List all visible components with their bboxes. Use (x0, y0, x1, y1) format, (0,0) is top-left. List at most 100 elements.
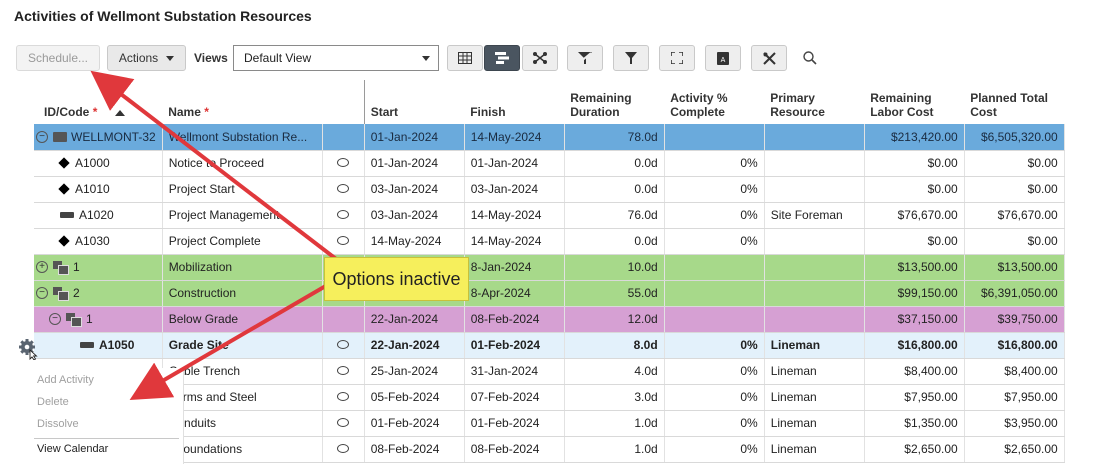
table-view-button[interactable] (447, 45, 483, 71)
cell-activity-pct[interactable] (664, 124, 765, 151)
cell-primary-resource[interactable]: Lineman (764, 410, 865, 437)
menu-item-add-activity[interactable]: Add Activity (37, 374, 94, 386)
cell-primary-resource[interactable] (764, 280, 865, 307)
cell-activity-pct[interactable]: 0% (664, 384, 765, 411)
cell-notes[interactable] (322, 176, 365, 203)
cell-activity-pct[interactable] (664, 280, 765, 307)
collapse-icon[interactable]: − (36, 130, 48, 143)
cell-activity-pct[interactable]: 0% (664, 228, 765, 255)
cell-name[interactable]: r Foundations (162, 436, 323, 463)
cell-planned-total[interactable]: $13,500.00 (964, 254, 1065, 281)
cell-remaining-duration[interactable]: 1.0d (564, 410, 665, 437)
cell-id[interactable]: A1050 (34, 332, 163, 359)
comment-icon[interactable] (337, 444, 350, 453)
cell-remaining-duration[interactable]: 10.0d (564, 254, 665, 281)
cell-notes[interactable] (322, 436, 365, 463)
cell-remaining-labor[interactable]: $99,150.00 (864, 280, 965, 307)
comment-icon[interactable] (337, 158, 350, 167)
cell-start[interactable]: 14-May-2024 (363, 228, 465, 255)
cell-notes[interactable] (322, 202, 365, 229)
cell-finish[interactable]: 01-Jan-2024 (464, 150, 565, 177)
cell-name[interactable]: Project Management (162, 202, 323, 229)
cell-primary-resource[interactable]: Lineman (764, 358, 865, 385)
cell-primary-resource[interactable]: Lineman (764, 436, 865, 463)
cell-remaining-duration[interactable]: 78.0d (564, 124, 665, 151)
cell-remaining-labor[interactable]: $16,800.00 (864, 332, 965, 359)
expand-button[interactable] (659, 45, 695, 71)
cell-name[interactable]: Construction (162, 280, 323, 307)
cell-id[interactable]: +1 (34, 254, 163, 281)
cell-finish[interactable]: 14-May-2024 (464, 228, 565, 255)
cell-start[interactable]: 01-Jan-2024 (363, 124, 465, 151)
table-row[interactable]: −1 Below Grade 22-Jan-2024 08-Feb-2024 12.0d… (34, 306, 1065, 333)
expand-icon[interactable]: + (36, 261, 48, 273)
cell-activity-pct[interactable]: 0% (664, 410, 765, 437)
cell-finish[interactable]: 14-May-2024 (464, 202, 565, 229)
comment-icon[interactable] (337, 366, 350, 375)
cell-finish[interactable]: 14-May-2024 (464, 124, 565, 151)
col-planned-total-header[interactable]: Planned Total Cost (964, 80, 1065, 124)
cell-remaining-duration[interactable]: 0.0d (564, 176, 665, 203)
cell-id[interactable]: −1 (34, 306, 163, 333)
cell-notes[interactable] (322, 410, 365, 437)
cell-planned-total[interactable]: $39,750.00 (964, 306, 1065, 333)
cell-start[interactable]: 01-Feb-2024 (363, 410, 465, 437)
col-name-header[interactable]: Name * (162, 80, 323, 124)
cell-remaining-labor[interactable]: $1,350.00 (864, 410, 965, 437)
cell-primary-resource[interactable] (764, 176, 865, 203)
cell-notes[interactable] (322, 384, 365, 411)
cell-remaining-labor[interactable]: $213,420.00 (864, 124, 965, 151)
cell-remaining-duration[interactable]: 3.0d (564, 384, 665, 411)
cell-name[interactable]: Conduits (162, 410, 323, 437)
cell-primary-resource[interactable] (764, 306, 865, 333)
cell-notes[interactable] (322, 150, 365, 177)
cell-start[interactable]: 25-Jan-2024 (363, 358, 465, 385)
cell-name[interactable]: Mobilization (162, 254, 323, 281)
comment-icon[interactable] (337, 418, 350, 427)
cell-remaining-duration[interactable]: 12.0d (564, 306, 665, 333)
cell-remaining-labor[interactable]: $2,650.00 (864, 436, 965, 463)
schedule-button[interactable]: Schedule... (16, 45, 100, 71)
cell-notes[interactable] (322, 228, 365, 255)
cell-remaining-duration[interactable]: 1.0d (564, 436, 665, 463)
network-view-button[interactable] (522, 45, 558, 71)
comment-icon[interactable] (337, 210, 350, 219)
cell-primary-resource[interactable] (764, 254, 865, 281)
table-row[interactable]: − WELLMONT-32 Wellmont Substation Re... 01-… (34, 124, 1065, 151)
cell-remaining-labor[interactable]: $76,670.00 (864, 202, 965, 229)
actions-button[interactable]: Actions (107, 45, 186, 71)
cell-name[interactable]: Below Grade (162, 306, 323, 333)
collapse-icon[interactable]: − (36, 287, 48, 299)
cell-planned-total[interactable]: $0.00 (964, 228, 1065, 255)
cell-finish[interactable]: 08-Feb-2024 (464, 306, 565, 333)
cell-notes[interactable] (322, 358, 365, 385)
clear-filter-button[interactable] (567, 45, 603, 71)
cell-planned-total[interactable]: $0.00 (964, 176, 1065, 203)
cell-remaining-duration[interactable]: 8.0d (564, 332, 665, 359)
cell-name[interactable]: Project Start (162, 176, 323, 203)
comment-icon[interactable] (337, 340, 350, 349)
table-row[interactable]: r Foundations 08-Feb-2024 08-Feb-2024 1.0d 0… (34, 436, 1065, 463)
cell-planned-total[interactable]: $8,400.00 (964, 358, 1065, 385)
comment-icon[interactable] (337, 392, 350, 401)
cell-planned-total[interactable]: $7,950.00 (964, 384, 1065, 411)
table-row[interactable]: A1010 Project Start 03-Jan-2024 03-Jan-2024… (34, 176, 1065, 203)
cell-remaining-labor[interactable]: $37,150.00 (864, 306, 965, 333)
cell-remaining-labor[interactable]: $0.00 (864, 150, 965, 177)
cell-finish[interactable]: 31-Jan-2024 (464, 358, 565, 385)
search-icon[interactable] (803, 51, 817, 65)
cell-remaining-duration[interactable]: 76.0d (564, 202, 665, 229)
col-id-header[interactable]: ID/Code * (34, 80, 163, 124)
cell-name[interactable]: Project Complete (162, 228, 323, 255)
cell-start[interactable]: 03-Jan-2024 (363, 176, 465, 203)
cell-remaining-labor[interactable]: $0.00 (864, 228, 965, 255)
cell-planned-total[interactable]: $6,505,320.00 (964, 124, 1065, 151)
cell-notes[interactable] (322, 124, 365, 151)
cell-id[interactable]: − WELLMONT-32 (34, 124, 163, 151)
cell-remaining-labor[interactable]: $8,400.00 (864, 358, 965, 385)
cell-planned-total[interactable]: $76,670.00 (964, 202, 1065, 229)
cell-id[interactable]: A1030 (34, 228, 163, 255)
cell-id[interactable]: A1000 (34, 150, 163, 177)
cell-remaining-labor[interactable]: $0.00 (864, 176, 965, 203)
view-select[interactable]: Default View (233, 45, 439, 71)
